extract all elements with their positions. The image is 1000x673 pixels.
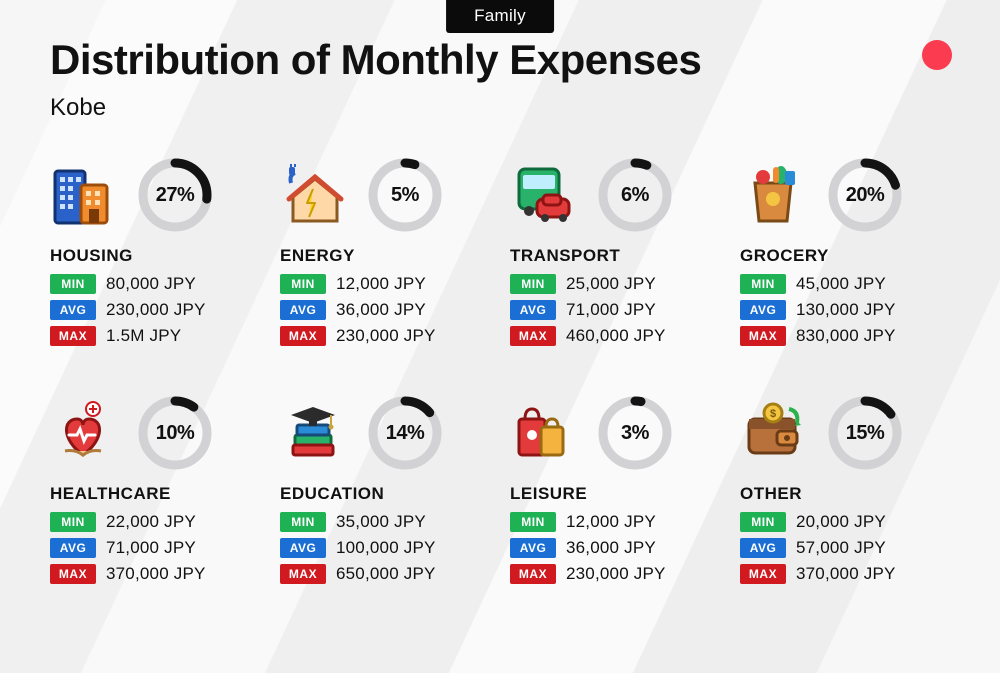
grad-books-icon — [280, 400, 346, 466]
category-card-transport: 6% TRANSPORT MIN 25,000 JPY AVG 71,000 J… — [510, 156, 720, 352]
pct-label: 27% — [138, 158, 212, 232]
pct-label: 20% — [828, 158, 902, 232]
max-value: 1.5M JPY — [106, 326, 181, 346]
avg-badge: AVG — [50, 300, 96, 320]
context-tag: Family — [446, 0, 554, 33]
avg-badge: AVG — [740, 300, 786, 320]
health-heart-icon — [50, 400, 116, 466]
pct-ring: 10% — [138, 396, 212, 470]
pct-label: 10% — [138, 396, 212, 470]
avg-value: 71,000 JPY — [566, 300, 656, 320]
max-badge: MAX — [510, 326, 556, 346]
max-badge: MAX — [740, 564, 786, 584]
buildings-icon — [50, 162, 116, 228]
max-badge: MAX — [510, 564, 556, 584]
pct-label: 15% — [828, 396, 902, 470]
pct-ring: 6% — [598, 158, 672, 232]
page-subtitle: Kobe — [50, 94, 950, 122]
min-badge: MIN — [50, 274, 96, 294]
min-badge: MIN — [280, 274, 326, 294]
pct-label: 6% — [598, 158, 672, 232]
wallet-icon — [740, 400, 806, 466]
min-badge: MIN — [510, 512, 556, 532]
category-name: GROCERY — [740, 246, 950, 266]
pct-label: 14% — [368, 396, 442, 470]
category-name: TRANSPORT — [510, 246, 720, 266]
max-badge: MAX — [280, 326, 326, 346]
min-badge: MIN — [50, 512, 96, 532]
min-badge: MIN — [740, 274, 786, 294]
max-value: 650,000 JPY — [336, 564, 436, 584]
grocery-bag-icon — [740, 162, 806, 228]
categories-grid: 27% HOUSING MIN 80,000 JPY AVG 230,000 J… — [50, 156, 950, 590]
avg-badge: AVG — [280, 300, 326, 320]
min-value: 22,000 JPY — [106, 512, 196, 532]
max-value: 830,000 JPY — [796, 326, 896, 346]
bus-car-icon — [510, 162, 576, 228]
avg-value: 230,000 JPY — [106, 300, 206, 320]
max-value: 230,000 JPY — [336, 326, 436, 346]
max-value: 230,000 JPY — [566, 564, 666, 584]
max-badge: MAX — [50, 326, 96, 346]
category-card-education: 14% EDUCATION MIN 35,000 JPY AVG 100,000… — [280, 394, 490, 590]
max-value: 370,000 JPY — [796, 564, 896, 584]
pct-ring: 5% — [368, 158, 442, 232]
category-card-healthcare: 10% HEALTHCARE MIN 22,000 JPY AVG 71,000… — [50, 394, 260, 590]
category-card-other: 15% OTHER MIN 20,000 JPY AVG 57,000 JPY … — [740, 394, 950, 590]
max-badge: MAX — [50, 564, 96, 584]
min-badge: MIN — [510, 274, 556, 294]
category-name: ENERGY — [280, 246, 490, 266]
pct-label: 3% — [598, 396, 672, 470]
category-name: HOUSING — [50, 246, 260, 266]
pct-ring: 3% — [598, 396, 672, 470]
min-value: 45,000 JPY — [796, 274, 886, 294]
house-energy-icon — [280, 162, 346, 228]
min-badge: MIN — [740, 512, 786, 532]
category-card-grocery: 20% GROCERY MIN 45,000 JPY AVG 130,000 J… — [740, 156, 950, 352]
avg-badge: AVG — [50, 538, 96, 558]
max-badge: MAX — [740, 326, 786, 346]
pct-ring: 15% — [828, 396, 902, 470]
min-value: 35,000 JPY — [336, 512, 426, 532]
pct-ring: 14% — [368, 396, 442, 470]
min-badge: MIN — [280, 512, 326, 532]
max-value: 370,000 JPY — [106, 564, 206, 584]
max-badge: MAX — [280, 564, 326, 584]
avg-badge: AVG — [280, 538, 326, 558]
category-card-housing: 27% HOUSING MIN 80,000 JPY AVG 230,000 J… — [50, 156, 260, 352]
shopping-bags-icon — [510, 400, 576, 466]
avg-value: 36,000 JPY — [336, 300, 426, 320]
category-name: HEALTHCARE — [50, 484, 260, 504]
category-card-leisure: 3% LEISURE MIN 12,000 JPY AVG 36,000 JPY… — [510, 394, 720, 590]
category-card-energy: 5% ENERGY MIN 12,000 JPY AVG 36,000 JPY … — [280, 156, 490, 352]
category-name: EDUCATION — [280, 484, 490, 504]
accent-dot — [922, 40, 952, 70]
min-value: 20,000 JPY — [796, 512, 886, 532]
min-value: 12,000 JPY — [566, 512, 656, 532]
min-value: 12,000 JPY — [336, 274, 426, 294]
avg-value: 71,000 JPY — [106, 538, 196, 558]
category-name: LEISURE — [510, 484, 720, 504]
avg-value: 100,000 JPY — [336, 538, 436, 558]
pct-ring: 27% — [138, 158, 212, 232]
min-value: 80,000 JPY — [106, 274, 196, 294]
avg-value: 57,000 JPY — [796, 538, 886, 558]
max-value: 460,000 JPY — [566, 326, 666, 346]
avg-value: 36,000 JPY — [566, 538, 656, 558]
avg-badge: AVG — [510, 538, 556, 558]
avg-badge: AVG — [740, 538, 786, 558]
pct-label: 5% — [368, 158, 442, 232]
avg-value: 130,000 JPY — [796, 300, 896, 320]
pct-ring: 20% — [828, 158, 902, 232]
min-value: 25,000 JPY — [566, 274, 656, 294]
category-name: OTHER — [740, 484, 950, 504]
avg-badge: AVG — [510, 300, 556, 320]
